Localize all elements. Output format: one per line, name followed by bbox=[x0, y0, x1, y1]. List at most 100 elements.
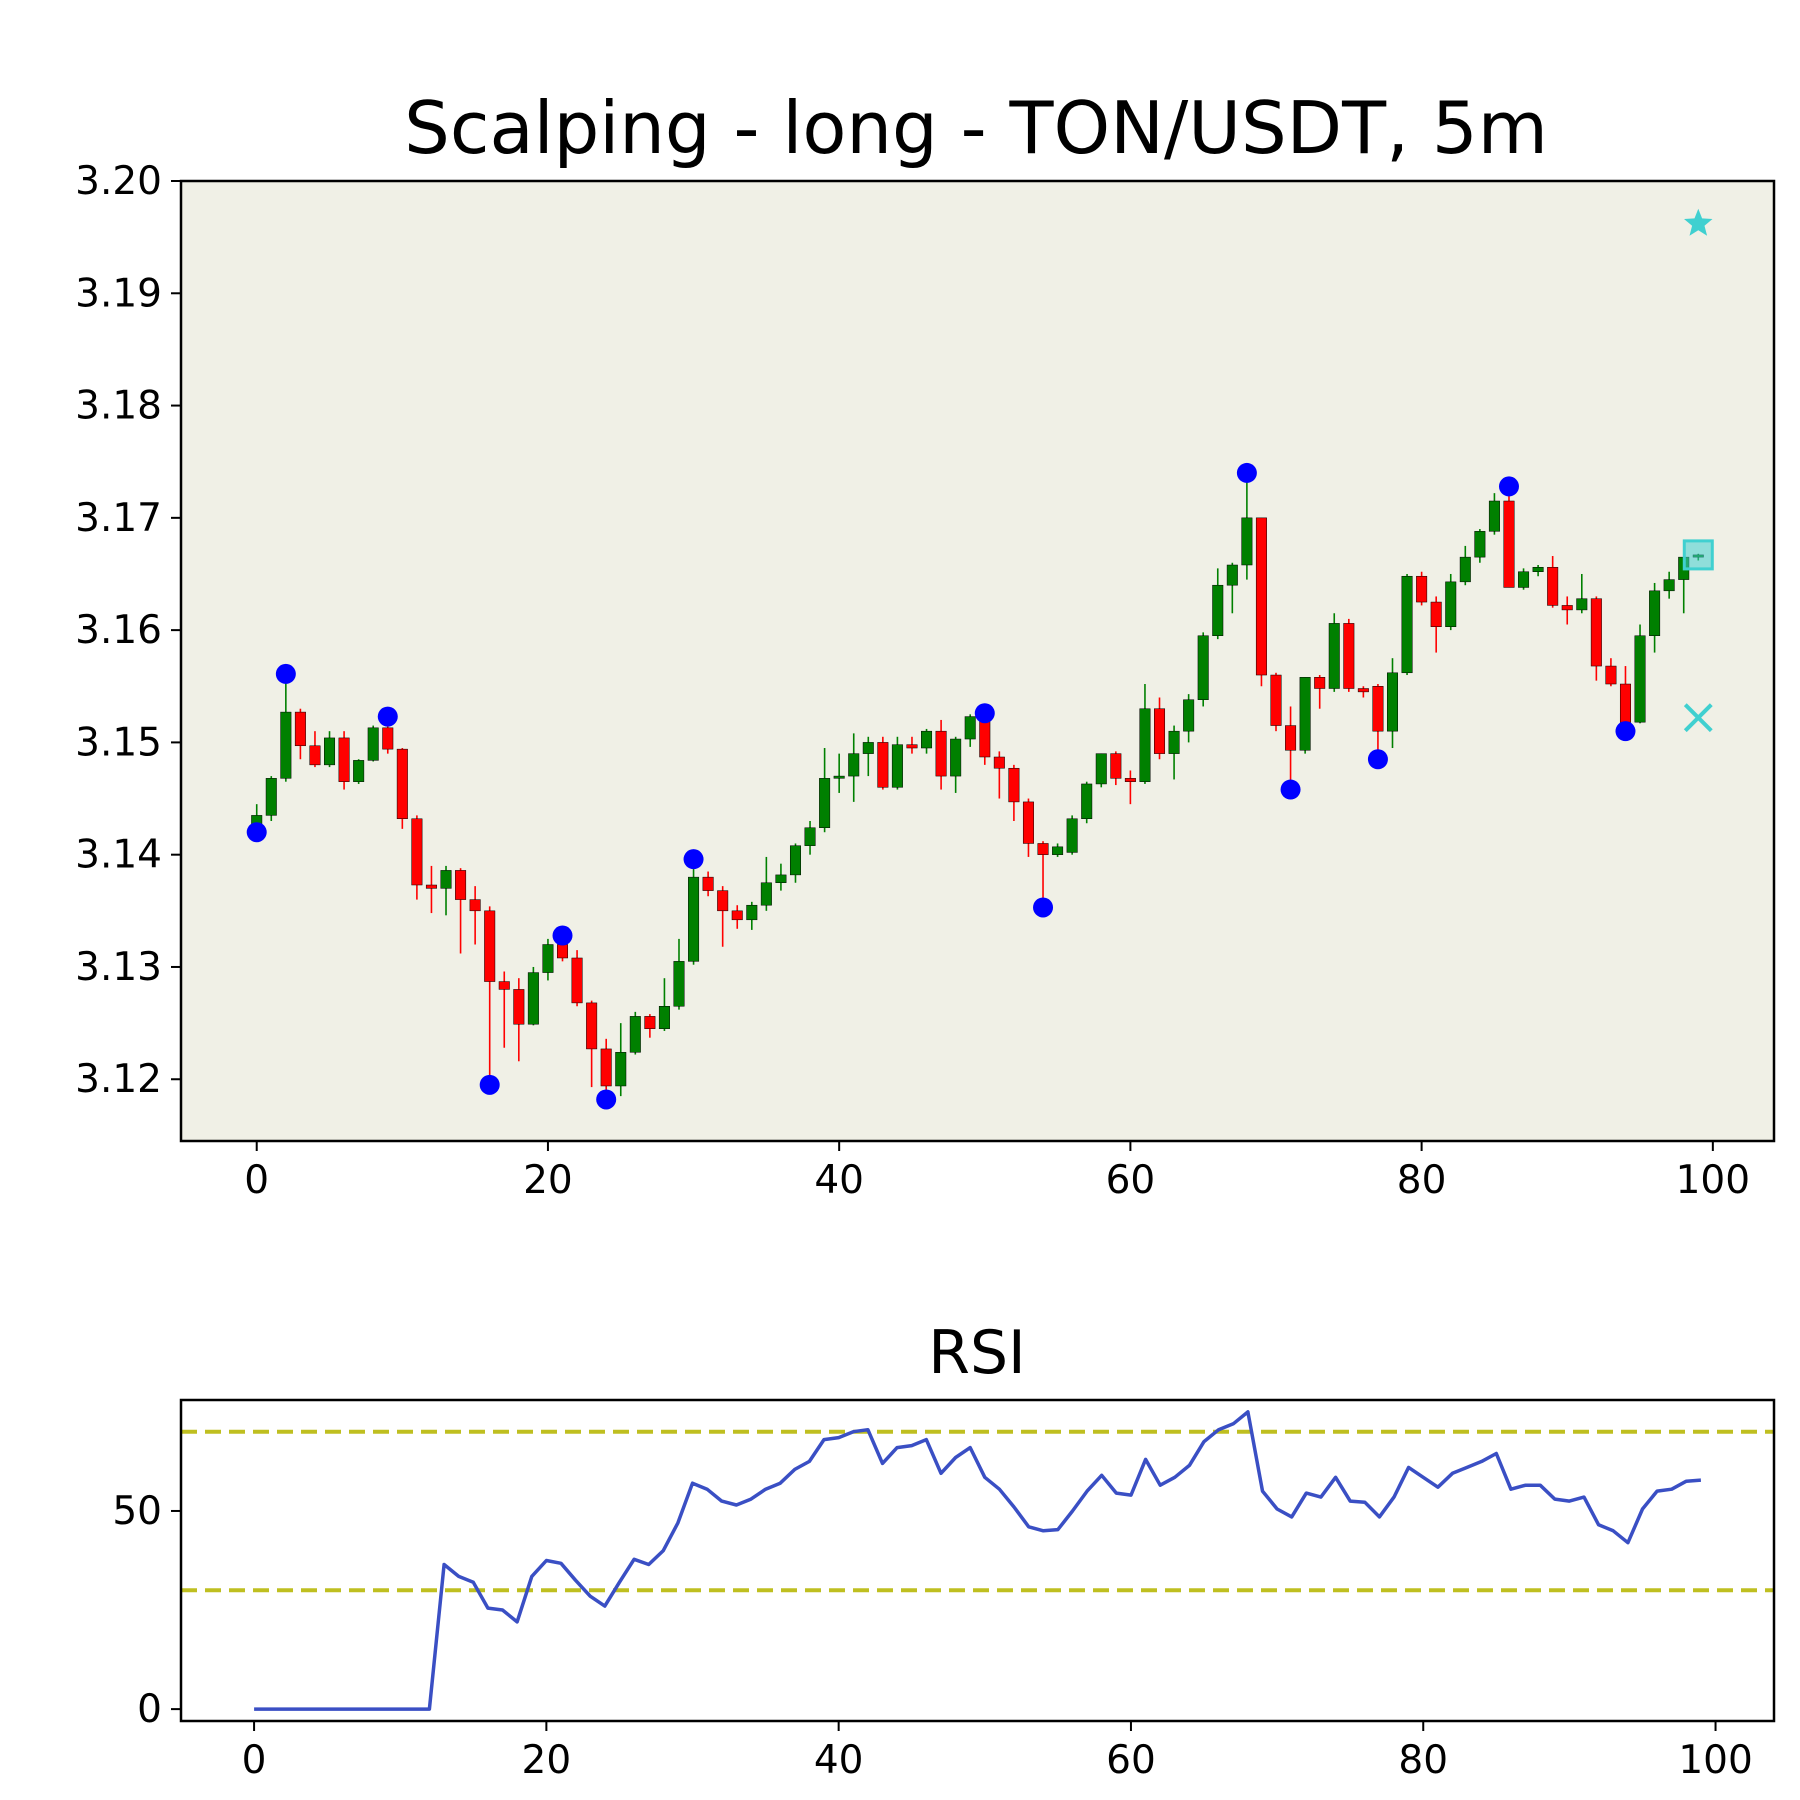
candle-body bbox=[1139, 708, 1151, 782]
candle-body bbox=[513, 989, 525, 1025]
candle-body bbox=[1255, 517, 1267, 676]
candle-body bbox=[1037, 843, 1049, 855]
candle-body bbox=[731, 910, 743, 921]
candle-body bbox=[1314, 677, 1326, 689]
candle-body bbox=[804, 827, 816, 846]
price-y-tick-label: 3.19 bbox=[75, 271, 162, 316]
rsi-x-tick-label: 60 bbox=[1106, 1738, 1156, 1783]
candle-body bbox=[950, 738, 962, 777]
candle-body bbox=[1605, 665, 1617, 685]
candle-body bbox=[1459, 556, 1471, 583]
pivot-point bbox=[552, 925, 573, 946]
price-x-tick-label: 100 bbox=[1676, 1158, 1750, 1203]
candle-body bbox=[1474, 531, 1486, 558]
pivot-point bbox=[596, 1089, 617, 1110]
candle-body bbox=[1343, 623, 1355, 689]
candle-body bbox=[1241, 517, 1253, 566]
price-chart-title: Scalping - long - TON/USDT, 5m bbox=[404, 86, 1548, 170]
pivot-point bbox=[683, 849, 704, 870]
candle-body bbox=[688, 876, 700, 962]
candle-body bbox=[993, 756, 1005, 769]
rsi-y-axis: 0 50 bbox=[112, 1489, 181, 1732]
rsi-x-tick-label: 80 bbox=[1398, 1738, 1448, 1783]
candle-body bbox=[1008, 767, 1020, 803]
price-markers bbox=[246, 208, 1714, 1110]
candle-body bbox=[367, 727, 379, 761]
candlesticks bbox=[251, 472, 1704, 1100]
price-x-tick-label: 40 bbox=[814, 1158, 864, 1203]
price-y-tick-label: 3.14 bbox=[75, 833, 162, 878]
candle-body bbox=[1022, 801, 1034, 844]
pivot-point bbox=[1615, 721, 1636, 742]
candle-body bbox=[1052, 846, 1064, 855]
candle-body bbox=[484, 910, 496, 982]
candle-body bbox=[629, 1016, 641, 1053]
pivot-point bbox=[275, 663, 296, 684]
rsi-plot-frame bbox=[179, 1398, 1776, 1723]
candle-body bbox=[382, 727, 394, 750]
candle-body bbox=[411, 818, 423, 886]
candle-body bbox=[265, 778, 277, 816]
candle-body bbox=[1226, 564, 1238, 586]
candle-body bbox=[1416, 575, 1428, 603]
pivot-point bbox=[1280, 779, 1301, 800]
rsi-chart: RSI 0 50 0 20 40 60 80 100 bbox=[112, 1318, 1776, 1783]
candle-body bbox=[353, 760, 365, 782]
candle-body bbox=[1649, 590, 1661, 636]
candle-body bbox=[1430, 601, 1442, 628]
candle-body bbox=[324, 737, 336, 766]
price-y-tick-label: 3.12 bbox=[75, 1057, 162, 1102]
price-y-tick-label: 3.15 bbox=[75, 720, 162, 765]
candle-body bbox=[1154, 708, 1166, 754]
candle-body bbox=[1488, 500, 1500, 532]
candle-body bbox=[1095, 753, 1107, 785]
price-x-tick-label: 80 bbox=[1397, 1158, 1447, 1203]
price-x-tick-label: 60 bbox=[1106, 1158, 1156, 1203]
rsi-x-axis: 0 20 40 60 80 100 bbox=[242, 1721, 1753, 1783]
candle-body bbox=[1328, 623, 1340, 689]
candle-body bbox=[557, 944, 569, 959]
take-profit-marker bbox=[1684, 208, 1713, 236]
candle-body bbox=[862, 742, 874, 754]
rsi-line bbox=[254, 1410, 1702, 1711]
candle-body bbox=[1663, 579, 1675, 592]
candle-body bbox=[1445, 581, 1457, 628]
candle-body bbox=[921, 730, 933, 749]
candle-body bbox=[1168, 730, 1180, 754]
candle-body bbox=[819, 778, 831, 828]
candle-body bbox=[1110, 753, 1122, 779]
candle-body bbox=[644, 1016, 656, 1029]
candle-body bbox=[615, 1052, 627, 1087]
candle-body bbox=[309, 745, 321, 766]
candle-body bbox=[964, 716, 976, 740]
candle-body bbox=[425, 884, 437, 889]
candle-body bbox=[1561, 605, 1573, 611]
price-x-tick-label: 0 bbox=[244, 1158, 269, 1203]
price-y-tick-label: 3.16 bbox=[75, 608, 162, 653]
candle-body bbox=[396, 748, 408, 820]
candle-body bbox=[1285, 725, 1297, 751]
candle-body bbox=[1503, 500, 1515, 588]
candle-body bbox=[775, 874, 787, 884]
candle-body bbox=[1401, 575, 1413, 674]
candle-body bbox=[586, 1002, 598, 1050]
candle-body bbox=[498, 981, 510, 990]
rsi-x-tick-label: 20 bbox=[522, 1738, 572, 1783]
candle-body bbox=[906, 744, 918, 749]
rsi-threshold-lines bbox=[181, 1429, 1774, 1593]
pivot-point bbox=[246, 822, 267, 843]
candle-body bbox=[1357, 688, 1369, 693]
candle-body bbox=[338, 737, 350, 782]
rsi-chart-title: RSI bbox=[928, 1318, 1025, 1388]
rsi-x-tick-label: 40 bbox=[814, 1738, 864, 1783]
candle-body bbox=[1124, 778, 1136, 782]
price-chart: Scalping - long - TON/USDT, 5m 3.123.133… bbox=[75, 86, 1776, 1203]
rsi-y-tick-label: 50 bbox=[112, 1489, 162, 1534]
candle-body bbox=[877, 742, 889, 788]
candle-body bbox=[833, 775, 845, 779]
entry-marker bbox=[1682, 539, 1714, 571]
candle-body bbox=[294, 711, 306, 747]
price-y-axis: 3.12 3.13 3.14 3.15 3.16 3.17 3.18 3.19 3.20 bbox=[75, 159, 181, 1102]
candle-body bbox=[1532, 566, 1544, 572]
